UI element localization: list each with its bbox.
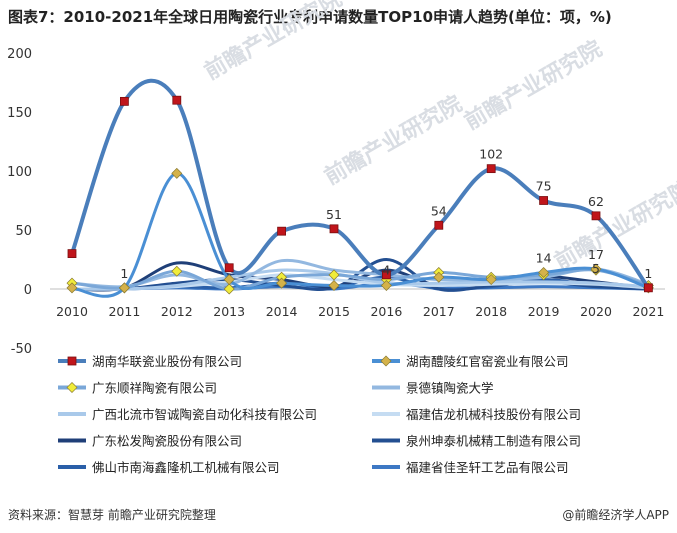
x-tick-label: 2015: [318, 304, 350, 319]
data-label: 51: [326, 207, 342, 222]
series-1-point: [434, 220, 444, 230]
series-2-point: [590, 263, 602, 275]
series-1-point: [486, 164, 496, 174]
watermark-text: 前瞻产业研究院: [550, 176, 677, 276]
x-tick-label: 2012: [161, 304, 193, 319]
series-2-point: [223, 274, 235, 286]
legend-label-5: 广西北流市智诚陶瓷自动化科技有限公司: [92, 407, 317, 422]
series-3-point: [328, 269, 340, 281]
legend-label-7: 广东松发陶瓷股份有限公司: [92, 434, 242, 449]
watermark-text: 前瞻产业研究院: [460, 36, 606, 136]
series-group: [66, 78, 654, 298]
series-2-point: [66, 282, 78, 294]
brand-note: @前瞻经济学人APP: [562, 508, 669, 522]
series-2-point: [328, 279, 340, 291]
watermark-text: 前瞻产业研究院: [200, 0, 346, 85]
x-tick-label: 2011: [108, 304, 140, 319]
data-label: 5: [592, 261, 600, 276]
y-tick-label: 100: [7, 165, 32, 180]
series-1-point: [172, 95, 182, 105]
series-1-point: [224, 263, 234, 273]
series-1-point: [591, 211, 601, 221]
series-2-point: [171, 167, 183, 179]
y-tick-label: 0: [24, 283, 32, 298]
data-label: 1: [644, 266, 652, 281]
y-tick-label: 150: [7, 106, 32, 121]
legend-label-3: 广东顺祥陶瓷有限公司: [92, 381, 217, 396]
series-1-point: [539, 196, 548, 205]
series-2-point: [118, 282, 130, 294]
watermark-text: 前瞻产业研究院: [320, 91, 466, 191]
series-1-point: [381, 270, 391, 280]
x-tick-label: 2020: [580, 304, 612, 319]
y-tick-label: 200: [7, 47, 32, 62]
series-1-point: [120, 96, 129, 106]
data-label: 14: [536, 250, 552, 265]
data-label: 1: [120, 266, 128, 281]
data-label: 62: [588, 194, 604, 209]
data-label: 4: [382, 262, 390, 277]
series-2-point: [538, 266, 550, 278]
x-tick-label: 2019: [528, 304, 560, 319]
series-1-point: [329, 224, 339, 234]
legend-label-6: 福建佶龙机械科技股份有限公司: [406, 407, 581, 422]
x-tick-label: 2010: [56, 304, 88, 319]
x-tick-label: 2018: [475, 304, 507, 319]
data-label: 75: [536, 179, 552, 194]
series-2-point: [485, 274, 497, 286]
series-3-point: [171, 265, 183, 277]
legend-marker-1: [67, 356, 77, 366]
series-1-point: [277, 226, 287, 236]
legend-marker-3: [66, 382, 78, 393]
series-2-point: [276, 277, 288, 289]
x-axis: 2010 2011 2012 2013 2014 2015 2016 2017 2018 2019…: [50, 288, 665, 319]
data-label: 102: [479, 147, 503, 162]
y-tick-label: 50: [15, 224, 32, 239]
source-note: 资料来源：智慧芽 前瞻产业研究院整理: [8, 508, 216, 522]
x-tick-label: 2021: [632, 304, 664, 319]
legend-marker-2: [380, 355, 392, 367]
data-label: 54: [431, 203, 447, 218]
legend-label-1: 湖南华联瓷业股份有限公司: [92, 354, 242, 369]
x-tick-label: 2017: [423, 304, 455, 319]
series-1-point: [67, 249, 77, 259]
legend-label-9: 佛山市南海鑫隆机工机械有限公司: [92, 460, 280, 475]
series-3-point: [223, 283, 235, 295]
series-2-point: [380, 279, 392, 291]
x-tick-label: 2013: [213, 304, 245, 319]
x-tick-label: 2016: [370, 304, 402, 319]
y-tick-label: -50: [11, 342, 32, 357]
legend-label-10: 福建省佳圣轩工艺品有限公司: [406, 460, 569, 475]
legend-label-4: 景德镇陶瓷大学: [406, 381, 494, 396]
chart-title: 图表7：2010-2021年全球日用陶瓷行业专利申请数量TOP10申请人趋势(单…: [8, 8, 612, 26]
series-2-point: [433, 271, 445, 283]
series-line-4: [70, 258, 650, 289]
x-tick-label: 2014: [266, 304, 298, 319]
legend-label-8: 泉州坤泰机械精工制造有限公司: [406, 434, 581, 449]
data-label: 17: [588, 247, 604, 262]
y-axis: 200 150 100 50 0 -50: [7, 47, 32, 357]
legend-label-2: 湖南醴陵红官窑瓷业有限公司: [406, 354, 569, 369]
series-1-point: [644, 283, 653, 293]
